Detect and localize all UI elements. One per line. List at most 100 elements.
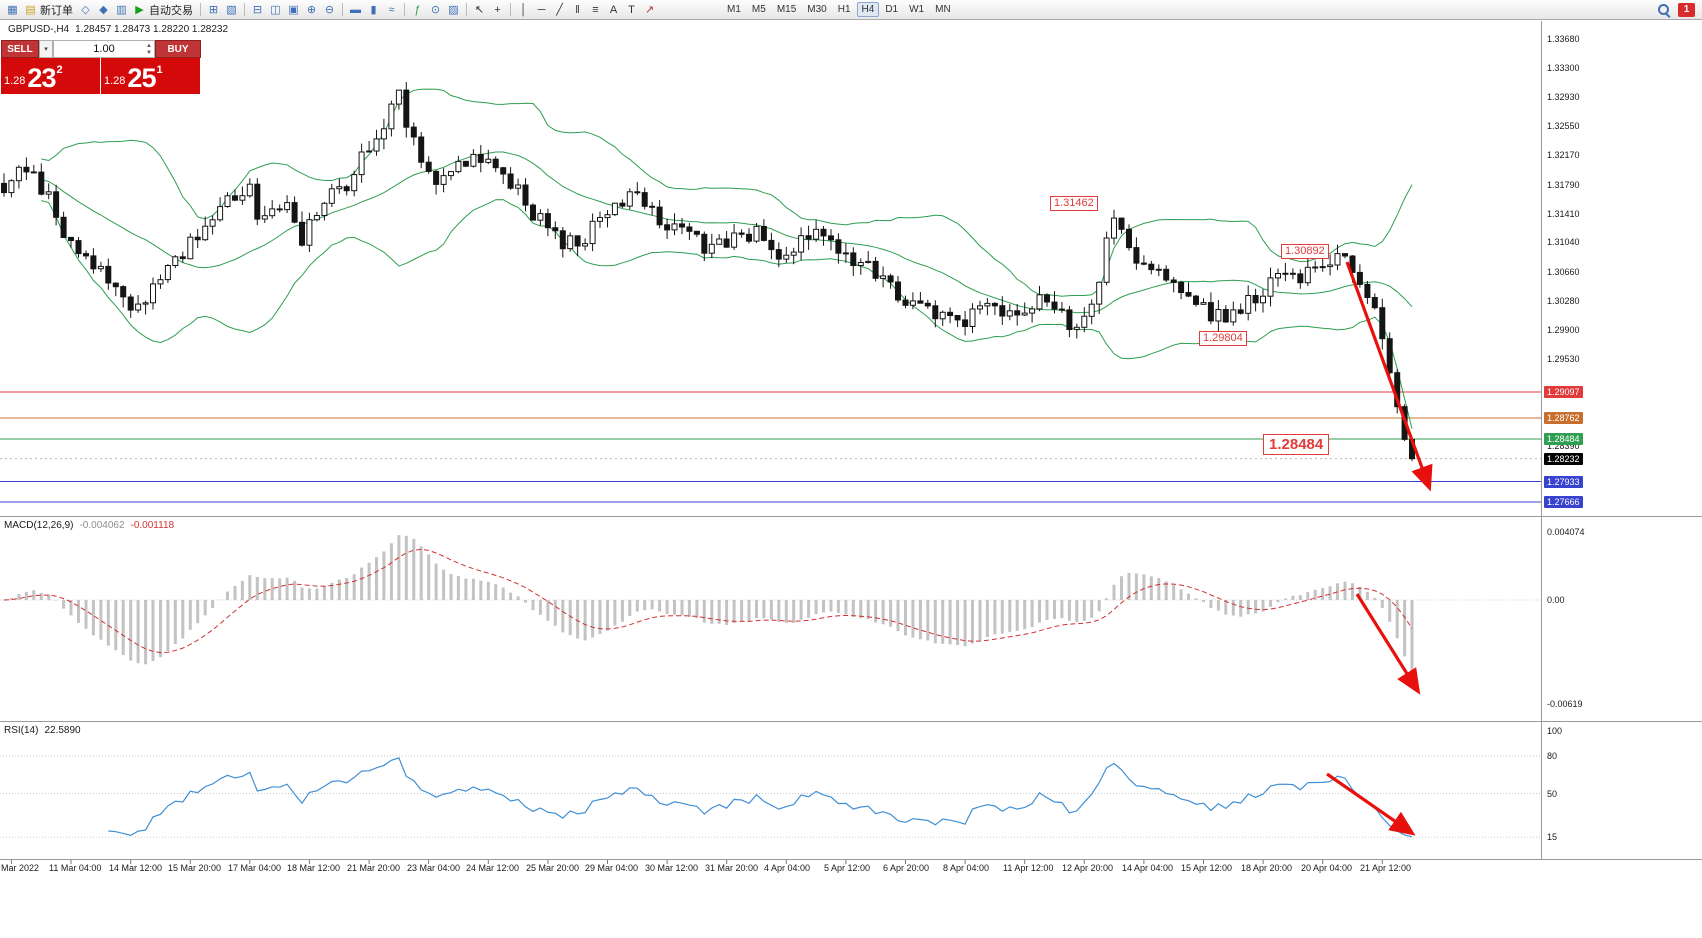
tile-vertical-icon[interactable]: ◫: [270, 4, 281, 16]
templates-icon[interactable]: ▨: [448, 4, 459, 16]
candle-body: [83, 253, 89, 257]
volume-input[interactable]: 1.00 ▲ ▼: [53, 40, 155, 58]
volume-dropdown[interactable]: ▾: [39, 40, 53, 58]
candle-body: [1267, 277, 1274, 297]
candle-body: [395, 89, 402, 105]
candle-body: [440, 175, 447, 185]
trendline-icon[interactable]: ╱: [556, 4, 563, 16]
candlestick-chart-icon[interactable]: ▮: [370, 4, 377, 16]
arrows-tool-icon[interactable]: ↗: [644, 4, 655, 16]
candle-body: [187, 236, 194, 260]
search-icon[interactable]: [1658, 4, 1669, 15]
zoom-in-icon[interactable]: ⊕: [306, 4, 317, 16]
spin-up-icon[interactable]: ▲: [146, 43, 152, 49]
sell-price-box[interactable]: 1.28 23 2: [1, 58, 100, 94]
autotrade-label[interactable]: 自动交易: [149, 4, 193, 17]
autotrade-icon[interactable]: ▶: [135, 4, 144, 16]
candle-body: [291, 202, 298, 223]
fibonacci-icon[interactable]: ≡: [592, 3, 599, 16]
cascade-windows-icon[interactable]: ▣: [288, 4, 299, 16]
macd-axis-tick: -0.00619: [1547, 699, 1583, 709]
new-order-icon[interactable]: ▤: [25, 4, 36, 16]
timeframe-d1[interactable]: D1: [885, 4, 899, 15]
candle-body: [336, 186, 343, 190]
sell-button[interactable]: SELL: [1, 40, 39, 58]
candle-body: [1379, 307, 1386, 340]
price-axis-tick: 1.31040: [1547, 237, 1580, 247]
market-watch-icon[interactable]: ◇: [81, 4, 90, 16]
panel-separator[interactable]: [0, 721, 1702, 722]
candle-body: [366, 150, 373, 153]
new-order-label[interactable]: 新订单: [40, 4, 73, 17]
candle-body: [403, 89, 410, 128]
candle-body: [343, 186, 350, 192]
candle-body: [574, 235, 581, 247]
timeframe-h1[interactable]: H1: [837, 4, 851, 15]
new-chart-icon[interactable]: ⊞: [208, 4, 219, 16]
trend-arrow[interactable]: [1345, 261, 1433, 492]
price-callout[interactable]: 1.29804: [1199, 331, 1247, 346]
text-icon[interactable]: A: [609, 3, 618, 16]
crosshair-icon[interactable]: +: [494, 3, 501, 16]
text-label-icon[interactable]: T: [628, 3, 635, 16]
timeframe-h4[interactable]: H4: [856, 2, 880, 17]
price-axis-tick: 1.29900: [1547, 325, 1580, 335]
candle-body: [880, 275, 887, 279]
candle-body: [261, 215, 268, 220]
candle-body: [455, 160, 462, 173]
time-axis-label: 17 Mar 04:00: [228, 863, 282, 873]
toolbar-items: ▦ ▤ 新订单 ◇ ◆ ▥ ▶ 自动交易 ⊞ ▧ ⊟ ◫ ▣ ⊕ ⊖ ▬ ▮ ≈ ƒ ⊙ ▨ ↖ + │ ─ ╱ ‖ ≡ A T ↗: [4, 2, 658, 18]
candle-body: [1222, 309, 1229, 323]
buy-button[interactable]: BUY: [155, 40, 201, 58]
horizontal-line-icon[interactable]: ─: [537, 3, 546, 16]
candle-body: [708, 243, 715, 254]
candle-body: [1014, 310, 1021, 316]
price-callout[interactable]: 1.28484: [1263, 434, 1330, 455]
price-axis-tick: 1.30280: [1547, 296, 1580, 306]
timeframe-m15[interactable]: M15: [776, 4, 797, 15]
tile-horizontal-icon[interactable]: ⊟: [252, 4, 263, 16]
candle-body: [701, 233, 708, 254]
spin-down-icon[interactable]: ▼: [146, 50, 152, 56]
candle-body: [932, 305, 939, 320]
indicators-icon[interactable]: ƒ: [414, 3, 421, 16]
candle-body: [112, 282, 119, 288]
time-axis-label: 31 Mar 20:00: [705, 863, 759, 873]
timeframe-mn[interactable]: MN: [935, 4, 951, 15]
candle-body: [1073, 326, 1080, 330]
charts-icon[interactable]: ▦: [7, 4, 18, 16]
navigator-icon[interactable]: ◆: [99, 4, 108, 16]
candle-body: [567, 235, 574, 250]
candle-body: [164, 265, 171, 281]
timeframe-m1[interactable]: M1: [727, 4, 741, 15]
price-line-label: 1.27666: [1544, 496, 1583, 508]
bar-chart-icon[interactable]: ▬: [350, 3, 361, 16]
price-callout[interactable]: 1.31462: [1050, 196, 1098, 211]
panel-separator[interactable]: [0, 516, 1702, 517]
terminal-icon[interactable]: ▥: [116, 4, 127, 16]
time-axis-label: 25 Mar 20:00: [526, 863, 580, 873]
candle-body: [1327, 264, 1334, 268]
trend-arrow[interactable]: [1355, 593, 1421, 695]
line-chart-icon[interactable]: ≈: [388, 3, 395, 16]
notification-badge[interactable]: 1: [1678, 2, 1695, 17]
price-callout[interactable]: 1.30892: [1281, 244, 1329, 259]
timeframe-m30[interactable]: M30: [807, 4, 827, 15]
profiles-icon[interactable]: ▧: [226, 4, 237, 16]
trend-arrow[interactable]: [1326, 772, 1416, 836]
cursor-icon[interactable]: ↖: [474, 4, 485, 16]
channel-icon[interactable]: ‖: [575, 3, 580, 16]
volume-stepper[interactable]: ▲ ▼: [146, 43, 152, 57]
candle-body: [358, 151, 365, 176]
candle-body: [470, 153, 477, 167]
timeframe-m5[interactable]: M5: [751, 4, 766, 15]
periods-icon[interactable]: ⊙: [430, 4, 441, 16]
time-axis-label: 15 Apr 12:00: [1181, 863, 1233, 873]
zoom-out-icon[interactable]: ⊖: [324, 4, 335, 16]
buy-price-box[interactable]: 1.28 25 1: [101, 58, 200, 94]
candle-body: [1312, 266, 1319, 269]
timeframe-w1[interactable]: W1: [909, 4, 925, 15]
price-axis-tick: 1.31790: [1547, 180, 1580, 190]
price-axis: 1.33680 1.33300 1.32930 1.32550 1.32170 1.317…: [1542, 0, 1701, 880]
vertical-line-icon[interactable]: │: [520, 3, 527, 16]
